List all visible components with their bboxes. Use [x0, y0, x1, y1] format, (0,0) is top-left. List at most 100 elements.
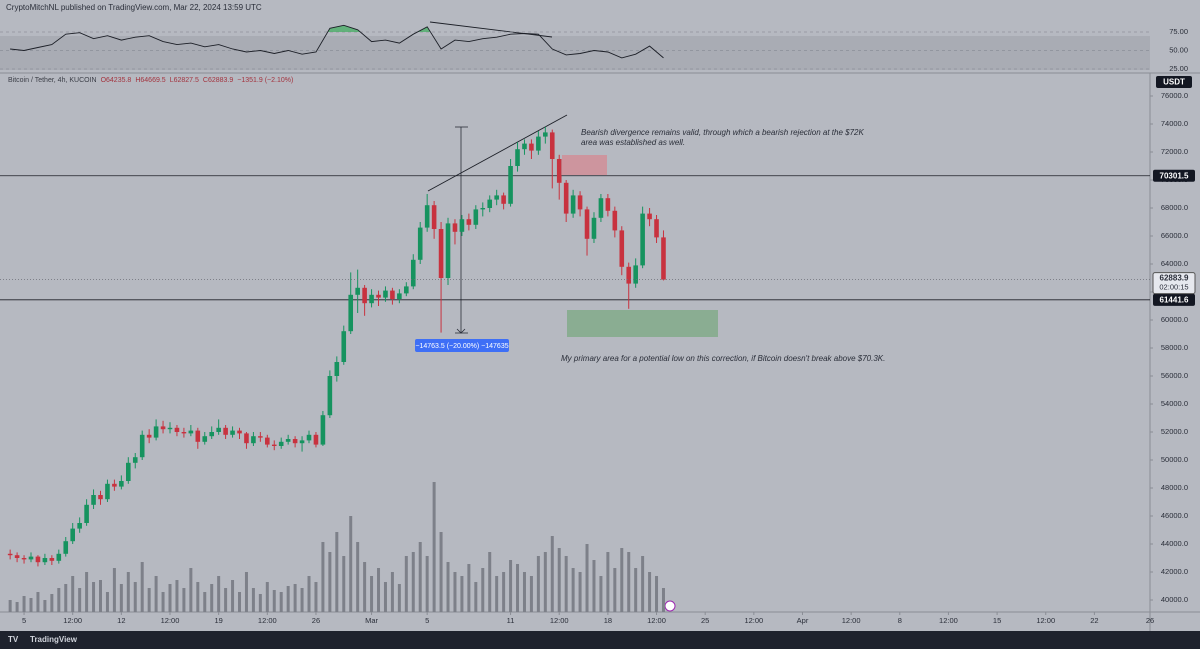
volume-bar	[432, 482, 436, 612]
candle-body	[230, 430, 235, 435]
candle-body	[334, 362, 340, 377]
volume-bar	[516, 564, 520, 612]
volume-bar	[203, 592, 207, 612]
volume-bar	[258, 594, 262, 612]
volume-bar	[99, 580, 103, 612]
volume-bar	[543, 552, 547, 612]
volume-bar	[112, 568, 116, 612]
volume-bar	[43, 600, 47, 612]
candle-body	[167, 427, 173, 430]
volume-bar	[119, 584, 123, 612]
candle-body	[459, 219, 465, 232]
volume-bar	[147, 588, 151, 612]
volume-bar	[488, 552, 492, 612]
volume-bar	[140, 562, 144, 612]
ohlc-change: −1351.9 (−2.10%)	[237, 77, 294, 84]
x-tick-label: 12:00	[550, 616, 569, 625]
volume-bar	[307, 576, 311, 612]
candle-body	[424, 205, 430, 228]
y-tick-label: 64000.0	[1161, 259, 1188, 268]
candle-body	[369, 294, 374, 304]
x-tick-label: Apr	[797, 616, 809, 625]
currency-badge	[1156, 76, 1192, 88]
volume-bar	[238, 592, 242, 612]
volume-bar	[522, 572, 526, 612]
candle-body	[605, 198, 611, 211]
candle-body	[244, 433, 249, 444]
volume-bar	[224, 588, 228, 612]
x-tick-label: 5	[425, 616, 429, 625]
volume-bar	[29, 598, 33, 612]
candle-body	[7, 553, 13, 556]
currency-label: USDT	[1163, 78, 1185, 87]
rsi-divergence-line	[429, 21, 553, 38]
ohlc-open: O64235.8	[100, 77, 132, 84]
candle-body	[487, 199, 493, 208]
volume-bar	[613, 568, 617, 612]
y-tick-label: 76000.0	[1161, 91, 1188, 100]
candle-body	[292, 439, 298, 444]
level-label: 70301.5	[1160, 171, 1189, 180]
candle-body	[313, 434, 319, 445]
brand-logo: TV	[8, 635, 19, 644]
volume-bar	[64, 584, 68, 612]
candle-body	[91, 495, 96, 505]
candle-body	[431, 205, 437, 229]
candle-body	[160, 426, 166, 430]
candle-body	[265, 437, 270, 445]
candle-body	[209, 432, 215, 437]
candle-body	[355, 287, 360, 295]
candle-body	[278, 441, 284, 447]
candle-body	[633, 265, 638, 284]
volume-bar	[606, 552, 610, 612]
candle-body	[35, 556, 41, 563]
volume-bar	[356, 542, 360, 612]
y-tick-label: 68000.0	[1161, 203, 1188, 212]
x-tick-label: 11	[507, 616, 515, 625]
candle-body	[661, 237, 666, 280]
candle-body	[146, 434, 152, 438]
volume-bar	[599, 576, 603, 612]
y-tick-label: 48000.0	[1161, 483, 1188, 492]
volume-bar	[425, 556, 429, 612]
candle-body	[299, 440, 305, 444]
trend-line	[427, 114, 568, 192]
candle-body	[647, 213, 652, 220]
rsi-tick-label: 50.00	[1169, 45, 1188, 54]
volume-bar	[286, 586, 290, 612]
rsi-band	[0, 36, 1150, 70]
x-tick-label: 12:00	[744, 616, 763, 625]
y-tick-label: 44000.0	[1161, 539, 1188, 548]
volume-bar	[217, 576, 221, 612]
volume-bar	[661, 588, 665, 612]
candle-body	[63, 541, 69, 554]
candle-body	[320, 415, 326, 445]
volume-bar	[8, 600, 12, 612]
candle-body	[237, 430, 242, 434]
resistance-zone	[562, 155, 607, 175]
candle-body	[251, 436, 256, 444]
candle-body	[549, 132, 555, 159]
volume-bar	[50, 594, 54, 612]
level-label-box	[1153, 169, 1195, 182]
y-tick-label: 66000.0	[1161, 231, 1188, 240]
candle-body	[362, 287, 367, 304]
volume-bar	[655, 576, 659, 612]
event-icon[interactable]	[664, 600, 676, 612]
x-tick-label: 18	[604, 616, 612, 625]
measure-label: −14763.5 (−20.00%) −147635	[415, 343, 508, 350]
candle-body	[404, 286, 409, 294]
y-tick-label: 52000.0	[1161, 427, 1188, 436]
last-price-box	[1152, 272, 1196, 295]
candle-body	[49, 558, 55, 561]
candle-body	[619, 230, 625, 267]
volume-bar	[78, 588, 82, 612]
volume-bar	[411, 552, 415, 612]
volume-bar	[363, 562, 367, 612]
candle-body	[543, 132, 548, 137]
volume-bar	[439, 532, 443, 612]
candle-body	[584, 209, 590, 239]
candle-body	[223, 427, 228, 435]
x-tick-label: 12:00	[1036, 616, 1055, 625]
volume-bar	[328, 552, 332, 612]
